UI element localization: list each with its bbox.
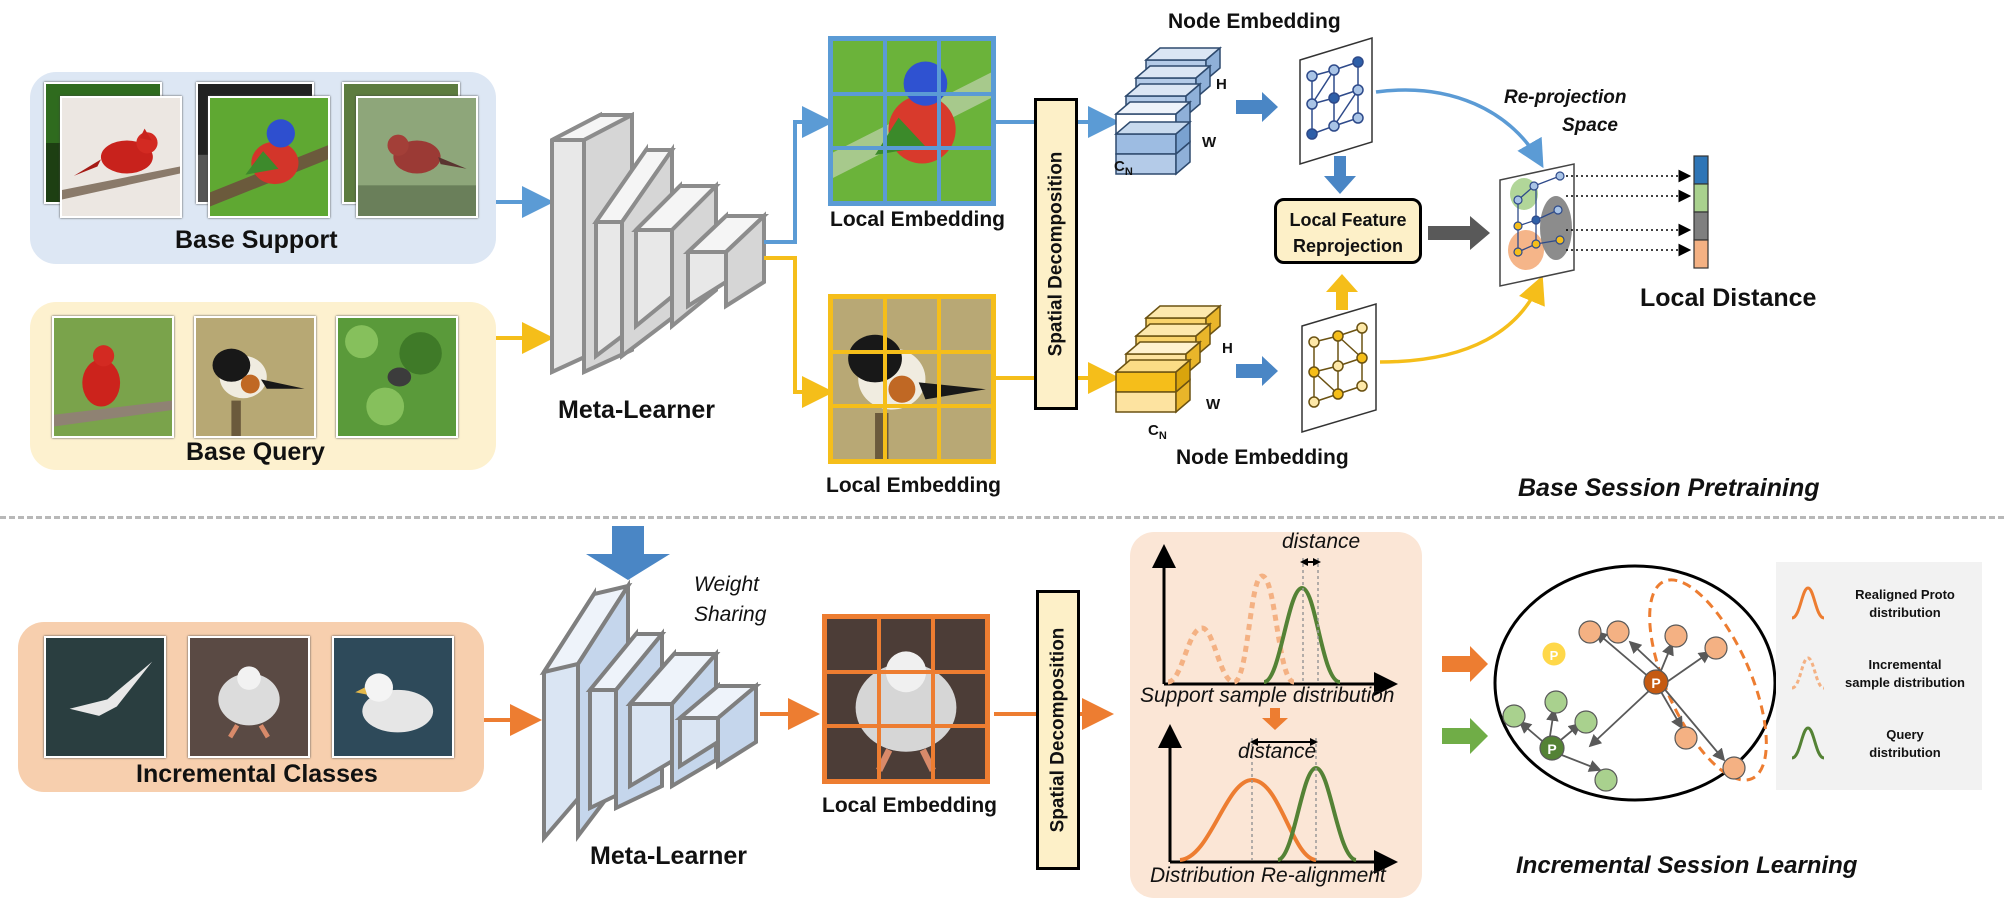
query-image-foliage [336, 316, 458, 438]
spatial-decomposition-bottom: Spatial Decomposition [1036, 590, 1080, 870]
node-to-reprojection-arrow-top [1324, 156, 1356, 194]
graph-boundary [1493, 564, 1777, 802]
node-to-reprojection-arrow-bottom [1326, 274, 1358, 310]
distribution-realignment-label: Distribution Re-alignment [1150, 864, 1386, 887]
incremental-image-fulmar-water [332, 636, 454, 758]
support-sample-distribution-label: Support sample distribution [1140, 684, 1395, 707]
meta-learner-top-blocks [550, 111, 770, 376]
metalearner-to-support-embedding-arrow [764, 106, 834, 244]
base-query-panel: Base Query [30, 302, 496, 470]
query-local-embedding [828, 294, 996, 464]
query-distribution-icon [1791, 726, 1825, 760]
query-curve-top [1263, 585, 1341, 684]
local-embedding-support-label: Local Embedding [830, 208, 1006, 231]
realigned-proto-icon [1791, 586, 1825, 620]
distribution-plots [1152, 544, 1398, 874]
green-to-graph-arrow [1442, 718, 1488, 754]
support-grid [828, 36, 996, 206]
weight-sharing-arrow [586, 526, 670, 580]
incremental-classes-label: Incremental Classes [136, 760, 378, 788]
query-image-cardinal [52, 316, 174, 438]
dim-w-bottom: W [1206, 396, 1221, 413]
bottom-flow-diagram [484, 526, 1488, 844]
local-distance-bar [1693, 155, 1709, 269]
proto-node-green-label: P [1547, 741, 1556, 757]
incremental-session-title: Incremental Session Learning [1516, 852, 1858, 879]
base-support-panel: Base Support [30, 72, 496, 264]
proto-node-orange-label: P [1651, 675, 1660, 691]
node-embedding-bottom-label: Node Embedding [1176, 446, 1349, 469]
orange-to-graph-arrow [1442, 646, 1488, 682]
section-divider [0, 516, 2004, 519]
query-curve-bottom [1276, 765, 1357, 862]
cube-to-node-arrow-bottom [1236, 356, 1278, 386]
support-image-bunting [208, 96, 330, 218]
distance-bar-gray [1693, 211, 1709, 241]
dim-c-bottom: CN [1148, 422, 1167, 442]
dim-w-top: W [1202, 134, 1217, 151]
base-support-label: Base Support [175, 226, 338, 254]
legend-item-3: Query distribution [1869, 727, 1941, 760]
base-query-label: Base Query [186, 438, 325, 466]
legend-item-1: Realigned Proto distribution [1855, 587, 1955, 620]
incremental-sample-icon [1791, 656, 1825, 690]
local-embedding-bottom-label: Local Embedding [822, 794, 998, 817]
distance-bar-orange [1693, 239, 1709, 269]
distance-bar-blue [1693, 155, 1709, 185]
distance-top-label: distance [1282, 530, 1361, 553]
incremental-image-gull-flying [44, 636, 166, 758]
node-embedding-top-label: Node Embedding [1168, 10, 1341, 33]
realign-down-arrow [1262, 708, 1288, 730]
proto-node-orange [1643, 669, 1669, 695]
incremental-graph: P P P [1493, 564, 1777, 802]
query-image-towhee [194, 316, 316, 438]
local-feature-reprojection-box: Local Feature Reprojection [1274, 198, 1422, 264]
meta-learner-bottom-label: Meta-Learner [590, 842, 747, 870]
reprojection-to-space-arrow [1428, 216, 1490, 250]
distance-bar-green [1693, 183, 1709, 213]
weight-sharing-label: Weight Sharing [694, 573, 767, 626]
support-local-embedding [828, 36, 996, 206]
dim-c-top: CN [1114, 158, 1133, 178]
support-image-cardinal [60, 96, 182, 218]
support-feature-cubes [1113, 46, 1223, 176]
spatial-decomposition-top: Spatial Decomposition [1034, 98, 1078, 410]
legend-item-2: Incremental sample distribution [1845, 657, 1965, 690]
query-feature-cubes [1113, 304, 1223, 414]
local-distance-label: Local Distance [1640, 284, 1817, 312]
meta-learner-bottom-blocks [539, 579, 762, 844]
legend-panel: Realigned Proto distribution Incremental s… [1776, 562, 1982, 790]
query-grid [828, 294, 996, 464]
node-embedding-graph-bottom [1301, 302, 1377, 434]
local-embedding-query-label: Local Embedding [826, 474, 1002, 497]
proto-node-green [1539, 735, 1565, 761]
node-bottom-to-space-curve [1379, 275, 1545, 364]
incremental-image-fulmar-ground [188, 636, 310, 758]
reprojection-space-graph [1499, 163, 1692, 287]
meta-learner-top-label: Meta-Learner [558, 396, 715, 424]
metalearner-to-query-embedding-arrow [764, 256, 834, 408]
reprojection-space-label: Re-projection Space [1504, 87, 1627, 136]
incremental-sample-curve-top [1167, 573, 1296, 685]
proto-node-yellow [1542, 642, 1566, 666]
incremental-grid [822, 614, 990, 784]
node-embedding-graph-top [1299, 36, 1373, 166]
distance-bottom-label: distance [1238, 740, 1317, 763]
cube-to-node-arrow-top [1236, 92, 1278, 122]
support-image-finch [356, 96, 478, 218]
base-session-title: Base Session Pretraining [1518, 474, 1820, 502]
top-flow-diagram [496, 36, 1709, 434]
proto-node-yellow-label: P [1550, 648, 1559, 663]
node-top-to-space-curve [1375, 88, 1544, 169]
incremental-local-embedding [822, 614, 990, 784]
dim-h-top: H [1216, 76, 1227, 93]
dim-h-bottom: H [1222, 340, 1233, 357]
incremental-classes-panel: Incremental Classes [18, 622, 484, 792]
